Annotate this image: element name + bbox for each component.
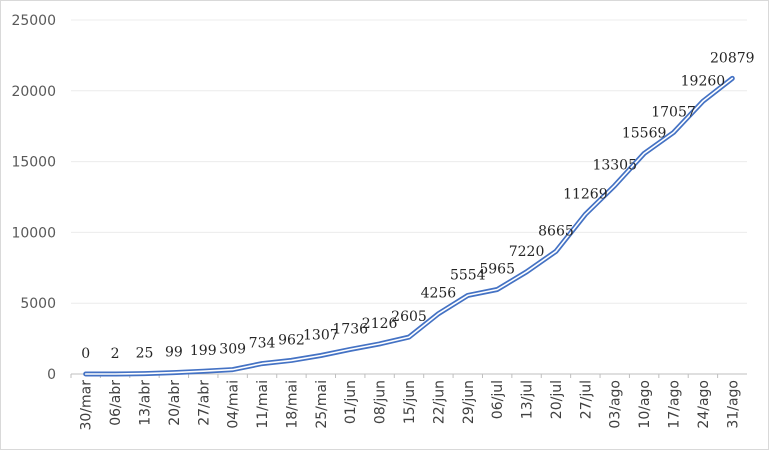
x-tick-label: 10/ago <box>637 380 653 429</box>
x-tick-label: 24/ago <box>696 380 712 429</box>
x-tick-label: 04/mai <box>226 380 242 429</box>
data-label: 5554 <box>450 267 486 283</box>
x-tick-label: 06/jul <box>490 380 506 419</box>
data-label: 309 <box>219 342 246 358</box>
data-label: 5965 <box>479 262 515 278</box>
x-tick-label: 27/jul <box>578 380 594 419</box>
x-tick-label: 06/abr <box>108 380 124 426</box>
data-label: 17057 <box>651 104 696 120</box>
y-tick-label: 20000 <box>11 84 56 100</box>
data-label: 2 <box>111 346 120 362</box>
x-tick-label: 17/ago <box>667 380 683 429</box>
data-label: 11269 <box>563 186 608 202</box>
y-tick-label: 25000 <box>11 13 56 29</box>
grid-layer <box>71 19 747 304</box>
data-label: 4256 <box>421 286 457 302</box>
x-tick-label: 13/abr <box>137 380 153 426</box>
x-tick-label: 15/jun <box>402 380 418 424</box>
data-label: 0 <box>81 346 90 362</box>
x-tick-label: 22/jun <box>431 380 447 424</box>
x-tick-label: 31/ago <box>725 380 741 429</box>
data-label: 19260 <box>681 73 726 89</box>
y-tick-label: 0 <box>47 367 56 383</box>
data-label: 199 <box>190 343 217 359</box>
data-label: 734 <box>249 336 276 352</box>
x-tick-label: 20/jul <box>549 380 565 419</box>
data-label: 2126 <box>362 316 398 332</box>
series-line-inner <box>84 77 734 375</box>
data-label: 20879 <box>710 50 755 66</box>
x-tick-label: 11/mai <box>255 380 271 429</box>
x-tick-label: 03/ago <box>608 380 624 429</box>
x-tick-label: 29/jun <box>461 380 477 424</box>
y-axis-ticks: 0 5000 10000 15000 20000 25000 <box>11 13 56 383</box>
data-label: 2605 <box>391 309 427 325</box>
x-axis-ticks: 30/mar 06/abr 13/abr 20/abr 27/abr 04/mai 11/m… <box>70 374 741 431</box>
data-label: 962 <box>278 332 305 348</box>
y-tick-label: 15000 <box>11 155 56 171</box>
x-tick-label: 08/jun <box>373 380 389 424</box>
x-tick-label: 30/mar <box>79 380 95 431</box>
x-tick-label: 13/jul <box>520 380 536 419</box>
data-label: 15569 <box>622 126 667 142</box>
x-tick-label: 27/abr <box>196 380 212 426</box>
series-line <box>83 75 735 377</box>
x-tick-label: 01/jun <box>343 380 359 424</box>
data-label: 1736 <box>332 321 368 337</box>
x-tick-label: 18/mai <box>284 380 300 429</box>
x-tick-label: 25/mai <box>314 380 330 429</box>
data-label: 99 <box>165 345 183 361</box>
x-tick-label: 20/abr <box>167 380 183 426</box>
data-label: 13305 <box>592 158 637 174</box>
y-tick-label: 10000 <box>11 225 56 241</box>
data-label: 25 <box>136 346 154 362</box>
series-layer <box>83 75 735 377</box>
data-label: 7220 <box>509 244 545 260</box>
data-label: 1307 <box>303 327 339 343</box>
y-tick-label: 5000 <box>20 296 56 312</box>
data-label: 8665 <box>538 223 574 239</box>
